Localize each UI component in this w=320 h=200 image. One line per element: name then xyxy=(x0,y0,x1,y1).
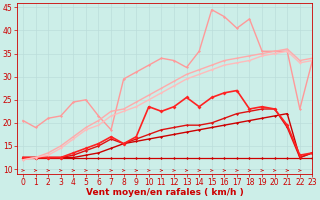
X-axis label: Vent moyen/en rafales ( km/h ): Vent moyen/en rafales ( km/h ) xyxy=(86,188,244,197)
